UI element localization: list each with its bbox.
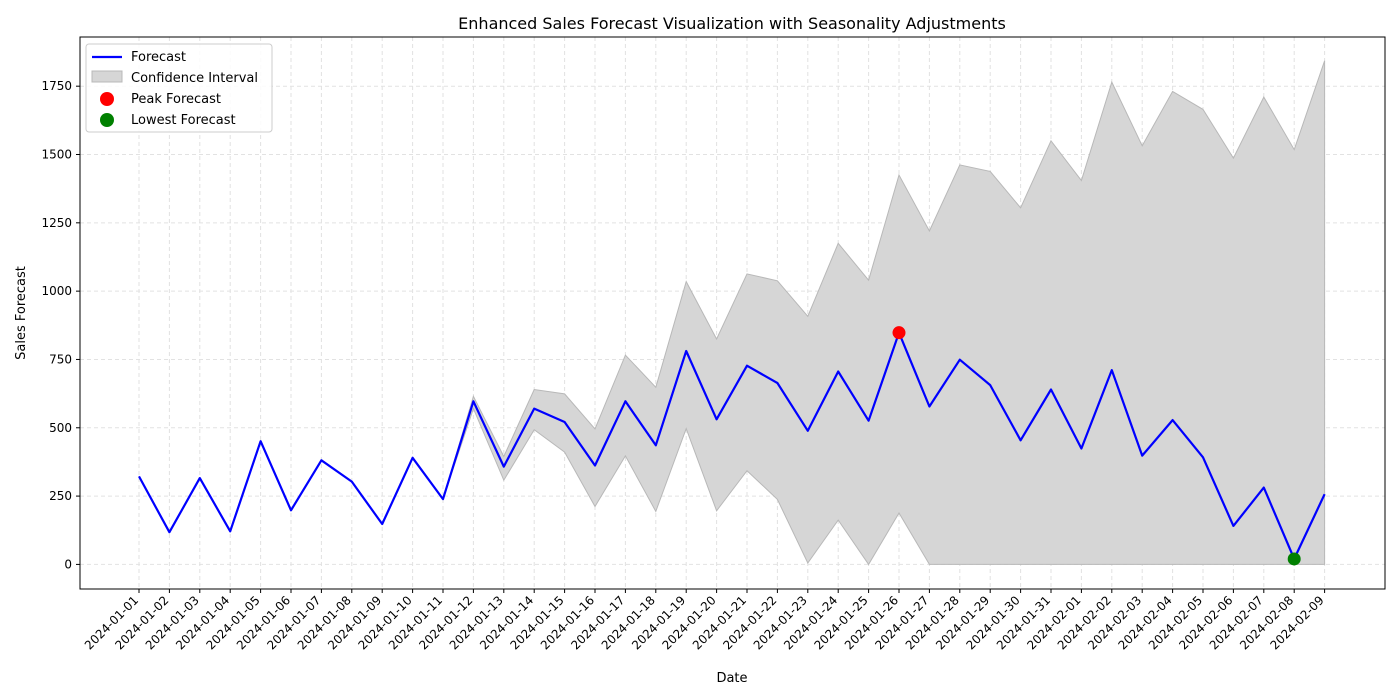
y-tick-label: 1250 xyxy=(41,216,72,230)
y-axis-label: Sales Forecast xyxy=(14,266,29,360)
forecast-line xyxy=(138,331,1326,561)
legend-confidence-label: Confidence Interval xyxy=(131,71,258,86)
y-tick-label: 500 xyxy=(49,421,72,435)
legend-peak-swatch xyxy=(100,92,114,106)
y-tick-label: 0 xyxy=(64,557,72,571)
x-axis: 2024-01-012024-01-022024-01-032024-01-04… xyxy=(82,589,1327,652)
lowest-forecast-point xyxy=(1287,552,1301,566)
legend-peak-label: Peak Forecast xyxy=(131,92,221,107)
legend-box xyxy=(85,43,273,133)
y-tick-label: 750 xyxy=(49,352,72,366)
confidence-interval-area xyxy=(138,60,1326,566)
y-tick-label: 1000 xyxy=(41,284,72,298)
y-tick-label: 1500 xyxy=(41,148,72,162)
legend-lowest-label: Lowest Forecast xyxy=(131,113,236,128)
legend-lowest-swatch xyxy=(100,113,114,127)
peak-forecast-point xyxy=(892,326,906,340)
y-tick-label: 250 xyxy=(49,489,72,503)
y-tick-label: 1750 xyxy=(41,79,72,93)
chart-title: Enhanced Sales Forecast Visualization wi… xyxy=(458,14,1006,33)
x-axis-label: Date xyxy=(716,671,747,686)
y-axis: 0 250 500 750 1000 1250 1500 1750 xyxy=(41,79,80,571)
legend-confidence-swatch xyxy=(91,70,123,83)
legend: Forecast Confidence Interval Peak Foreca… xyxy=(85,43,273,133)
legend-forecast-label: Forecast xyxy=(131,50,186,65)
plot-frame xyxy=(79,36,1386,590)
